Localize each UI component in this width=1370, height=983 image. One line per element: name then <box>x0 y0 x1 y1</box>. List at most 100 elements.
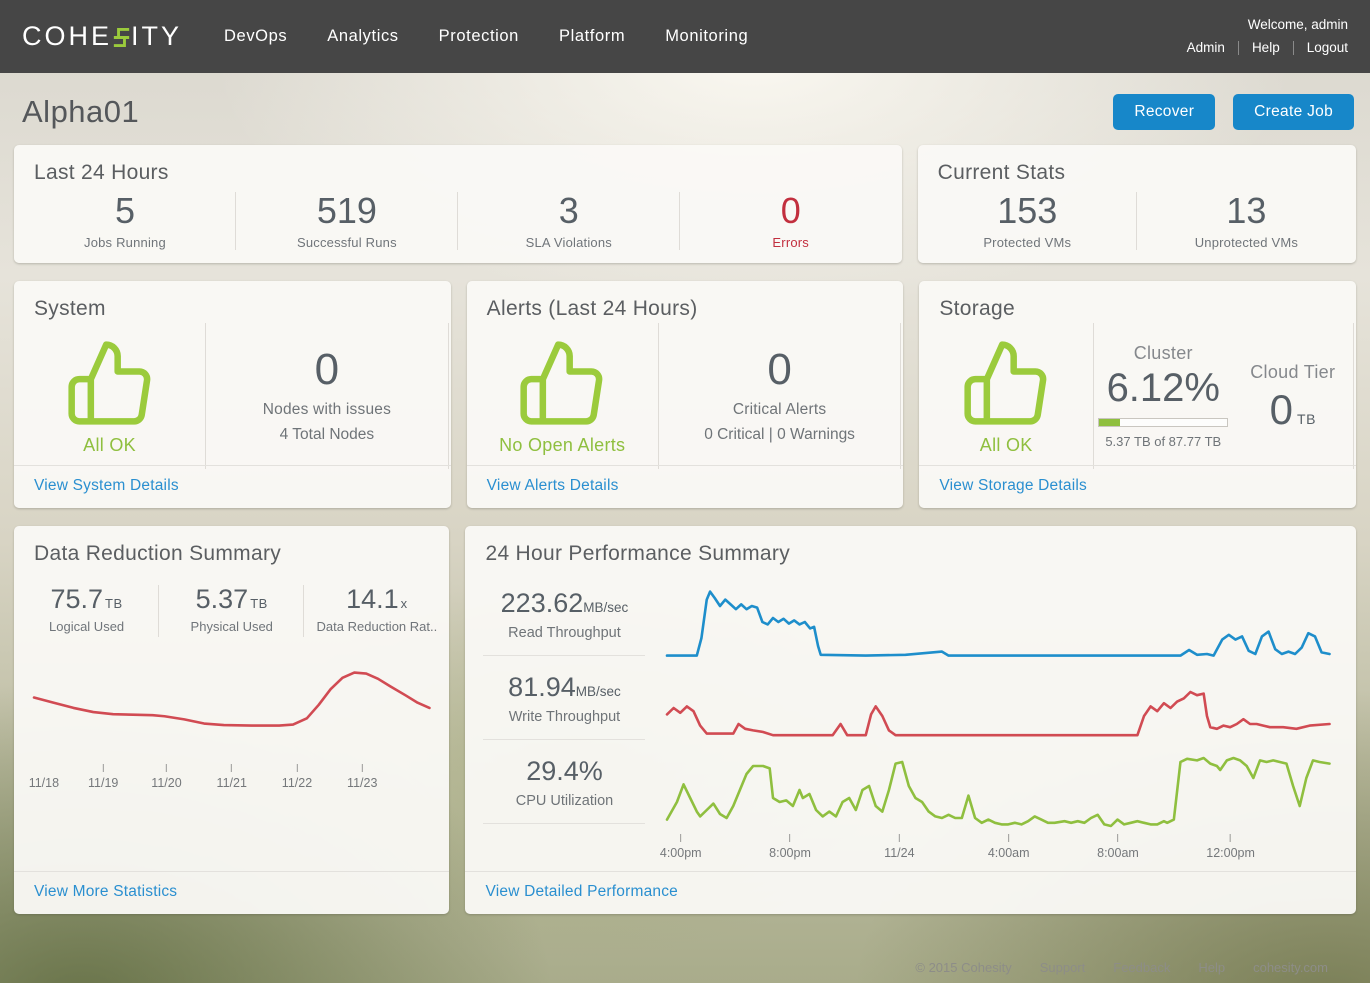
thumbs-up-icon <box>64 337 156 429</box>
metric-value: 223.62 <box>501 588 584 618</box>
protected-vms-stat: 153 Protected VMs <box>918 188 1137 254</box>
card-title: Alerts (Last 24 Hours) <box>467 281 904 321</box>
sla-violations-stat: 3 SLA Violations <box>458 188 680 254</box>
view-alerts-details-link[interactable]: View Alerts Details <box>487 477 619 494</box>
support-link[interactable]: Support <box>1040 960 1086 975</box>
cohesity-logo[interactable]: COHE ITY <box>22 21 182 52</box>
write-throughput-metric: 81.94MB/sec Write Throughput <box>483 656 645 740</box>
cloud-tier-value: 0 <box>1270 389 1293 431</box>
card-title: System <box>14 281 451 321</box>
data-reduction-card: Data Reduction Summary 75.7TB Logical Us… <box>14 526 449 914</box>
thumbs-up-icon <box>960 337 1052 429</box>
jobs-running-stat: 5 Jobs Running <box>14 188 236 254</box>
system-card: System All OK 0 Nodes with issues 4 Tota… <box>14 281 451 508</box>
stat-unit: TB <box>250 596 268 611</box>
stat-label: Protected VMs <box>918 235 1137 250</box>
metric-unit: MB/sec <box>576 684 621 699</box>
stat-value: 0 <box>680 192 902 230</box>
stat-label: Logical Used <box>14 619 159 634</box>
physical-used-stat: 5.37TB Physical Used <box>159 578 304 644</box>
card-title: 24 Hour Performance Summary <box>465 526 1356 566</box>
logo-s-icon <box>113 25 130 50</box>
alerts-card: Alerts (Last 24 Hours) No Open Alerts 0 … <box>467 281 904 508</box>
stat-label: Errors <box>680 235 902 250</box>
view-more-statistics-link[interactable]: View More Statistics <box>34 883 177 900</box>
logo-text-left: COHE <box>22 21 112 52</box>
help-link[interactable]: Help <box>1239 37 1293 60</box>
nav-item-devops[interactable]: DevOps <box>224 27 287 46</box>
data-reduction-ratio-stat: 14.1x Data Reduction Rat.. <box>304 578 449 644</box>
view-system-details-link[interactable]: View System Details <box>34 477 179 494</box>
progressbar-fill <box>1099 419 1119 426</box>
last-24-hours-card: Last 24 Hours 5 Jobs Running 519 Success… <box>14 145 902 263</box>
stat-unit: x <box>401 596 408 611</box>
total-nodes-label: 4 Total Nodes <box>280 426 375 444</box>
feedback-link[interactable]: Feedback <box>1113 960 1170 975</box>
nav-item-platform[interactable]: Platform <box>559 27 625 46</box>
performance-x-axis: 4:00pm8:00pm11/244:00am8:00am12:00pm <box>667 834 1330 864</box>
cloud-tier-label: Cloud Tier <box>1250 362 1335 383</box>
stat-label: Data Reduction Rat.. <box>304 619 449 634</box>
main-nav: DevOps Analytics Protection Platform Mon… <box>224 27 788 46</box>
critical-alerts-value: 0 <box>767 348 791 392</box>
stat-unit: TB <box>105 596 123 611</box>
nav-item-protection[interactable]: Protection <box>439 27 519 46</box>
metric-label: CPU Utilization <box>483 793 645 809</box>
current-stats-card: Current Stats 153 Protected VMs 13 Unpro… <box>918 145 1356 263</box>
welcome-text: Welcome, admin <box>1187 14 1348 37</box>
metric-value: 29.4% <box>526 756 603 786</box>
top-nav-bar: COHE ITY DevOps Analytics Protection Pla… <box>0 0 1370 73</box>
cluster-usage-percent: 6.12% <box>1107 366 1220 410</box>
metric-label: Read Throughput <box>483 625 645 641</box>
recover-button[interactable]: Recover <box>1113 94 1215 130</box>
read-throughput-sparkline <box>667 582 1330 662</box>
metric-unit: MB/sec <box>583 600 628 615</box>
performance-summary-card: 24 Hour Performance Summary 223.62MB/sec… <box>465 526 1356 914</box>
critical-warnings-summary: 0 Critical | 0 Warnings <box>704 426 855 444</box>
copyright-text: © 2015 Cohesity <box>915 960 1011 975</box>
system-status: All OK <box>83 435 136 456</box>
read-throughput-metric: 223.62MB/sec Read Throughput <box>483 572 645 656</box>
view-detailed-performance-link[interactable]: View Detailed Performance <box>485 883 678 900</box>
footer-help-link[interactable]: Help <box>1198 960 1225 975</box>
nodes-with-issues-value: 0 <box>315 348 339 392</box>
data-reduction-x-axis: 11/1811/1911/2011/2111/2211/23 <box>34 764 429 794</box>
nav-item-analytics[interactable]: Analytics <box>327 27 398 46</box>
logo-text-right: ITY <box>131 21 182 52</box>
nodes-with-issues-label: Nodes with issues <box>263 401 391 419</box>
nav-item-monitoring[interactable]: Monitoring <box>665 27 748 46</box>
critical-alerts-label: Critical Alerts <box>733 401 826 419</box>
view-storage-details-link[interactable]: View Storage Details <box>939 477 1087 494</box>
stat-value: 3 <box>458 192 680 230</box>
logical-used-stat: 75.7TB Logical Used <box>14 578 159 644</box>
cohesity-com-link[interactable]: cohesity.com <box>1253 960 1328 975</box>
successful-runs-stat: 519 Successful Runs <box>236 188 458 254</box>
stat-value: 519 <box>236 192 458 230</box>
write-throughput-sparkline <box>667 668 1330 748</box>
stat-value: 5 <box>14 192 236 230</box>
card-title: Storage <box>919 281 1356 321</box>
stat-value: 75.7 <box>50 584 103 614</box>
stat-label: Successful Runs <box>236 235 458 250</box>
admin-link[interactable]: Admin <box>1187 37 1238 60</box>
stat-label: Jobs Running <box>14 235 236 250</box>
stat-label: Physical Used <box>159 619 304 634</box>
stat-label: Unprotected VMs <box>1137 235 1356 250</box>
stat-value: 5.37 <box>196 584 249 614</box>
cloud-tier-unit: TB <box>1297 411 1316 427</box>
cluster-usage-progressbar <box>1098 418 1228 427</box>
unprotected-vms-stat: 13 Unprotected VMs <box>1137 188 1356 254</box>
create-job-button[interactable]: Create Job <box>1233 94 1354 130</box>
page-title: Alpha01 <box>22 94 1095 130</box>
logout-link[interactable]: Logout <box>1294 37 1348 60</box>
stat-value: 153 <box>918 192 1137 230</box>
thumbs-up-icon <box>516 337 608 429</box>
metric-value: 81.94 <box>508 672 576 702</box>
data-reduction-line-chart <box>34 658 429 762</box>
stat-value: 13 <box>1137 192 1356 230</box>
card-title: Data Reduction Summary <box>14 526 449 566</box>
cluster-label: Cluster <box>1134 343 1193 364</box>
storage-status: All OK <box>980 435 1033 456</box>
stat-label: SLA Violations <box>458 235 680 250</box>
cpu-utilization-sparkline <box>667 754 1330 834</box>
